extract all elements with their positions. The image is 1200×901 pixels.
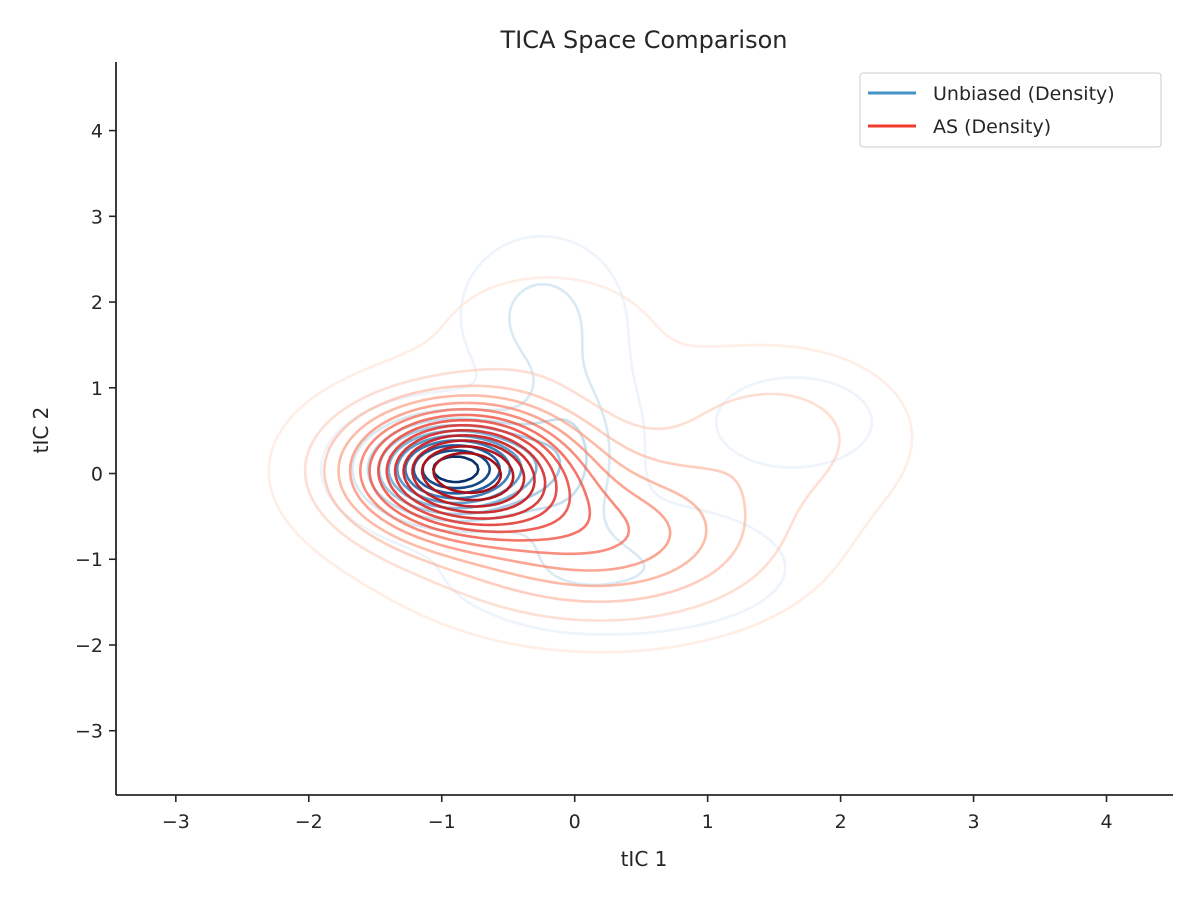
contour-line [402, 434, 536, 514]
x-tick-label: 1 [702, 811, 714, 833]
contour-line [377, 418, 572, 534]
chart-title: TICA Space Comparison [499, 26, 787, 54]
y-axis-label: tIC 2 [29, 407, 53, 454]
y-tick-label: −2 [75, 635, 103, 657]
y-tick-label: 2 [91, 292, 103, 314]
contour-line [323, 384, 747, 603]
y-tick-label: −1 [75, 549, 103, 571]
x-tick-label: 4 [1100, 811, 1112, 833]
x-tick-label: −2 [295, 811, 323, 833]
y-tick-label: 4 [91, 121, 103, 143]
density-contours [267, 234, 914, 654]
contour-line [337, 394, 708, 588]
y-tick-label: 0 [91, 464, 103, 486]
contour-line [393, 428, 547, 520]
legend-frame [859, 72, 1162, 148]
contour-line [432, 455, 480, 484]
contour-line [359, 407, 631, 556]
x-tick-label: 2 [835, 811, 847, 833]
contour-line [303, 367, 841, 622]
y-tick-label: −3 [75, 721, 103, 743]
legend-label-as: AS (Density) [933, 116, 1051, 138]
legend-label-unbiased: Unbiased (Density) [933, 83, 1115, 105]
x-tick-label: −1 [428, 811, 456, 833]
y-tick-label: 1 [91, 378, 103, 400]
x-tick-label: 0 [569, 811, 581, 833]
contour-line [420, 445, 515, 502]
contour-line [267, 276, 914, 654]
x-tick-label: −3 [162, 811, 190, 833]
contour-line [385, 423, 558, 527]
x-tick-label: 3 [968, 811, 980, 833]
contour-line [348, 401, 672, 572]
x-axis-label: tIC 1 [621, 847, 668, 871]
legend: Unbiased (Density) AS (Density) [859, 72, 1162, 148]
axes: −3 −2 −1 0 1 2 3 4 −3 −2 −1 0 1 2 3 4 [75, 62, 1173, 833]
contour-line [368, 413, 592, 542]
y-tick-label: 3 [91, 206, 103, 228]
contour-line [432, 451, 503, 495]
contour-line [411, 439, 526, 508]
contour-group-as [267, 276, 914, 654]
